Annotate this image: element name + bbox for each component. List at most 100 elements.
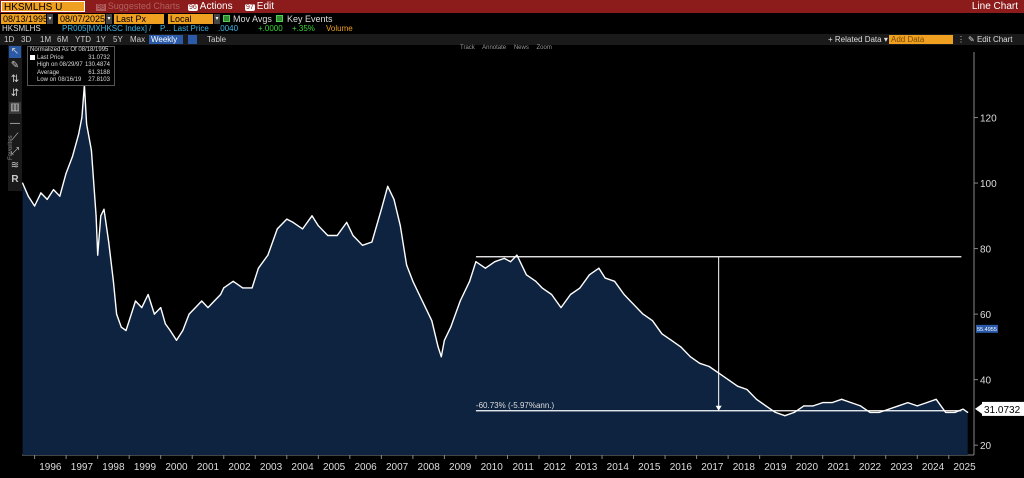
data-point	[346, 221, 348, 223]
actions-number: 96	[188, 4, 198, 11]
price-type-field[interactable]: Last Px	[114, 14, 164, 24]
period-label: Weekly	[151, 35, 178, 44]
data-point	[169, 329, 171, 332]
actions-menu[interactable]: 96 Actions	[188, 1, 233, 13]
data-point	[736, 385, 739, 387]
data-point	[100, 215, 102, 217]
key-events-checkbox-icon[interactable]	[276, 15, 283, 22]
news-tool[interactable]: News	[513, 45, 529, 51]
data-point	[27, 195, 29, 197]
data-point	[418, 293, 420, 296]
data-point	[935, 398, 937, 400]
data-point	[550, 293, 553, 296]
series-area	[22, 84, 968, 456]
range-5y-button[interactable]: 5Y	[113, 35, 123, 44]
ray-icon[interactable]: ⟋	[11, 132, 19, 143]
range-1y-button[interactable]: 1Y	[96, 35, 106, 44]
annotation-label: -60.73% (-5.97%ann.)	[476, 401, 555, 410]
x-tick-label: 2011	[512, 462, 534, 473]
track-tool[interactable]: Track	[460, 45, 475, 51]
data-point	[850, 401, 852, 404]
range-6m-button[interactable]: 6M	[57, 35, 69, 44]
r-text-icon[interactable]: R	[11, 174, 19, 185]
edit-chart-button[interactable]: ✎ Edit Chart	[968, 35, 1013, 44]
data-point	[108, 241, 110, 243]
data-point	[160, 306, 162, 309]
fibonacci-icon[interactable]: ⇵	[10, 88, 20, 99]
channel-icon[interactable]: ≋	[10, 160, 20, 171]
grid-icon[interactable]: ▥	[9, 102, 21, 114]
table-button[interactable]: Table	[207, 35, 227, 44]
edit-menu[interactable]: 97 Edit	[245, 1, 274, 13]
x-tick-label: 2005	[323, 462, 346, 473]
data-point	[317, 225, 319, 227]
data-point	[469, 280, 471, 282]
data-point	[267, 254, 269, 256]
x-tick-label: 1999	[134, 462, 157, 473]
data-point	[147, 293, 149, 296]
mov-avgs-checkbox-icon[interactable]	[223, 15, 230, 22]
x-tick-label: 2002	[228, 462, 251, 473]
right-marker-box	[976, 324, 998, 333]
pencil-icon[interactable]: ✎	[10, 60, 20, 71]
range-3d-button[interactable]: 3D	[21, 35, 32, 44]
data-point	[793, 411, 795, 414]
data-point	[680, 346, 682, 348]
data-point	[213, 300, 215, 302]
data-point	[399, 225, 401, 227]
data-point	[120, 326, 122, 328]
data-point	[22, 182, 24, 184]
x-tick-label: 2021	[827, 462, 850, 473]
data-point	[475, 261, 477, 263]
start-date-dropdown-icon[interactable]: ▾	[47, 14, 53, 24]
data-point	[962, 408, 964, 410]
horizontal-line-icon[interactable]: —	[10, 118, 20, 129]
end-date-field[interactable]: 08/07/2025	[58, 14, 106, 24]
chart-legend: Normalized As Of 08/18/1995 Last Price 31…	[27, 46, 115, 86]
start-date-field[interactable]: 08/13/1995	[1, 14, 49, 24]
data-point	[393, 198, 395, 201]
suggested-charts-menu[interactable]: 98 Suggested Charts	[96, 1, 180, 13]
data-point	[604, 277, 606, 279]
annotate-tool[interactable]: Annotate	[482, 45, 507, 51]
data-point	[727, 379, 729, 381]
data-point	[708, 365, 710, 368]
data-point	[503, 257, 505, 260]
data-point	[276, 228, 278, 230]
currency-field[interactable]: Local CCY	[168, 14, 213, 34]
currency-dropdown-icon[interactable]: ▾	[214, 14, 220, 24]
arrow-line-icon[interactable]: ⤢	[11, 146, 19, 157]
right-marker-label: 55.4955	[977, 327, 997, 333]
trend-tools-icon[interactable]: ⇅	[10, 74, 20, 85]
data-point	[52, 189, 55, 191]
data-point	[822, 401, 824, 404]
info-last-price-value: .0040	[218, 24, 239, 33]
data-point	[128, 320, 130, 322]
add-data-input[interactable]: Add Data	[889, 35, 953, 44]
annotation-arrow-head-icon	[715, 405, 722, 411]
data-point	[251, 287, 253, 289]
end-date-dropdown-icon[interactable]: ▾	[106, 14, 112, 24]
x-tick-label: 2022	[859, 462, 882, 473]
x-tick-label: 2004	[291, 462, 314, 473]
data-point	[431, 320, 433, 322]
table-icon[interactable]	[188, 35, 197, 44]
edit-chart-label: Edit Chart	[976, 35, 1013, 44]
x-tick-label: 2013	[575, 462, 598, 473]
x-tick-label: 2007	[386, 462, 409, 473]
range-max-button[interactable]: Max	[130, 35, 146, 44]
mov-avgs-label[interactable]: Mov Avgs	[233, 14, 272, 24]
data-point	[34, 205, 36, 207]
data-point	[188, 313, 190, 315]
key-events-label[interactable]: Key Events	[287, 14, 333, 24]
range-1d-button[interactable]: 1D	[4, 35, 15, 44]
related-data-button[interactable]: + Related Data ▾	[828, 35, 888, 44]
cursor-icon[interactable]: ↖	[9, 46, 21, 58]
range-ytd-button[interactable]: YTD	[75, 35, 91, 44]
x-tick-label: 2012	[544, 462, 567, 473]
zoom-tool[interactable]: Zoom	[536, 45, 552, 51]
range-1m-button[interactable]: 1M	[40, 35, 52, 44]
data-point	[412, 280, 414, 282]
more-options-icon[interactable]: ⋮	[957, 35, 965, 44]
